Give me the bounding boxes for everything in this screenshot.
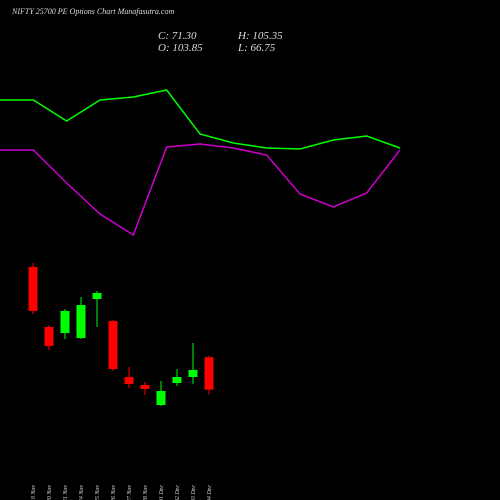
candle-body — [140, 385, 150, 389]
x-tick-label: 02 Dec — [175, 485, 181, 500]
x-tick-label: 26 Nov — [111, 485, 117, 500]
ohlc-label: O: 103.85 — [158, 42, 203, 54]
indicator-line — [0, 143, 401, 237]
ohlc-label: H: 105.35 — [237, 30, 283, 42]
x-tick-label: 04 Dec — [206, 485, 213, 500]
x-tick-label: 21 Nov — [63, 485, 69, 500]
x-tick-label: 20 Nov — [47, 485, 53, 500]
x-tick-label: 25 Nov — [95, 485, 101, 500]
candle-body — [204, 357, 214, 390]
candle-body — [188, 370, 198, 377]
candle-body — [60, 311, 70, 333]
x-tick-label: 28 Nov — [143, 485, 149, 500]
x-tick-label: 03 Dec — [191, 485, 197, 500]
candle-body — [92, 293, 102, 299]
candle-body — [108, 321, 118, 369]
x-tick-label: 01 Dec — [159, 485, 165, 500]
candle-body — [28, 267, 38, 311]
x-tick-label: 27 Nov — [127, 485, 133, 500]
ohlc-label: C: 71.30 — [158, 30, 197, 42]
x-tick-label: 24 Nov — [78, 485, 85, 500]
x-tick-label: 19 Nov — [31, 485, 37, 500]
candle-body — [76, 305, 86, 338]
candle-body — [172, 377, 182, 383]
indicator-line — [0, 89, 401, 150]
candle-body — [156, 391, 166, 405]
candle-body — [124, 377, 134, 384]
ohlc-label: L: 66.75 — [237, 42, 276, 54]
candle-body — [44, 327, 54, 346]
chart-title: NIFTY 25700 PE Options Chart Munafasutra… — [11, 7, 174, 16]
